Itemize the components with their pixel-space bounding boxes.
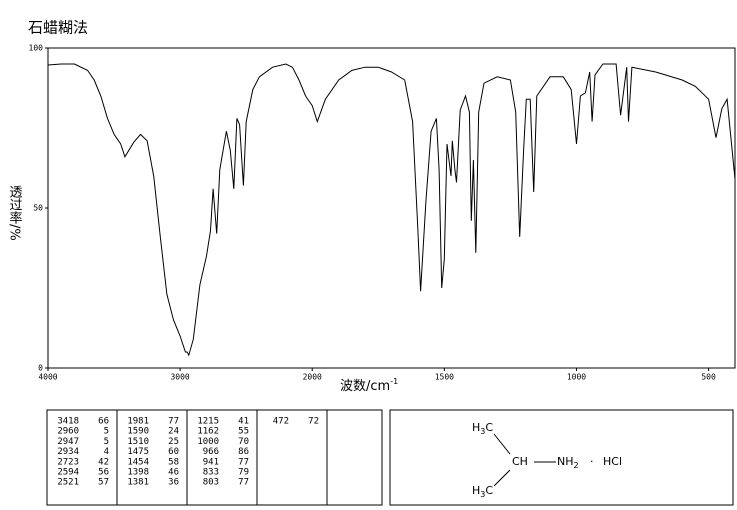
peak-wavenumber: 1000 (197, 437, 219, 447)
y-tick-label: 0 (38, 364, 43, 373)
x-tick-label: 1500 (435, 373, 454, 382)
peak-wavenumber: 2934 (57, 447, 79, 457)
peak-transmittance: 60 (168, 447, 179, 457)
peak-transmittance: 25 (168, 437, 179, 447)
peak-wavenumber: 1162 (197, 427, 219, 437)
y-tick-label: 50 (33, 204, 43, 213)
y-tick-label: 100 (29, 44, 44, 53)
peak-transmittance: 57 (98, 478, 109, 488)
peak-transmittance: 66 (98, 417, 109, 427)
peak-transmittance: 86 (238, 447, 249, 457)
spectrum-line (47, 63, 736, 357)
peak-wavenumber: 1381 (127, 478, 149, 488)
peak-transmittance: 77 (168, 417, 179, 427)
peak-transmittance: 77 (238, 478, 249, 488)
peak-transmittance: 5 (104, 427, 109, 437)
peak-transmittance: 56 (98, 468, 109, 478)
salt-dot: · (590, 455, 594, 468)
peak-wavenumber: 1475 (127, 447, 149, 457)
plot-frame (47, 47, 736, 369)
chart-title: 石蜡糊法 (28, 19, 88, 37)
peak-transmittance: 79 (238, 468, 249, 478)
peak-wavenumber: 2960 (57, 427, 79, 437)
peak-transmittance: 70 (238, 437, 249, 447)
methyl-top: H3C (472, 421, 493, 436)
peak-wavenumber: 833 (203, 468, 219, 478)
peak-wavenumber: 1981 (127, 417, 149, 427)
peak-transmittance: 36 (168, 478, 179, 488)
structure-box (389, 409, 734, 506)
x-tick-label: 3000 (170, 373, 189, 382)
peak-wavenumber: 966 (203, 447, 219, 457)
y-axis-label: 透过率/% (7, 185, 23, 241)
peak-transmittance: 55 (238, 427, 249, 437)
peak-wavenumber: 1398 (127, 468, 149, 478)
peak-transmittance: 5 (104, 437, 109, 447)
x-axis-label: 波数/cm-1 (340, 377, 398, 394)
peak-wavenumber: 941 (203, 457, 219, 467)
peak-wavenumber: 1454 (127, 457, 149, 467)
methine: CH (512, 455, 528, 468)
peak-wavenumber: 3418 (57, 417, 79, 427)
peak-transmittance: 42 (98, 457, 109, 467)
peak-transmittance: 77 (238, 457, 249, 467)
peak-wavenumber: 472 (273, 417, 289, 427)
methyl-bottom: H3C (472, 484, 493, 499)
peak-wavenumber: 2947 (57, 437, 79, 447)
peak-transmittance: 4 (104, 447, 109, 457)
hcl: HCl (603, 455, 622, 468)
peak-wavenumber: 2521 (57, 478, 79, 488)
x-tick-label: 1000 (567, 373, 586, 382)
x-tick-label: 500 (701, 373, 716, 382)
peak-transmittance: 41 (238, 417, 249, 427)
peak-transmittance: 24 (168, 427, 179, 437)
peak-transmittance: 46 (168, 468, 179, 478)
peak-wavenumber: 1590 (127, 427, 149, 437)
structure-bonds (493, 433, 556, 487)
amine: NH2 (557, 455, 579, 470)
peak-transmittance: 58 (168, 457, 179, 467)
x-tick-label: 2000 (303, 373, 322, 382)
peak-wavenumber: 2594 (57, 468, 79, 478)
peak-wavenumber: 2723 (57, 457, 79, 467)
peak-wavenumber: 803 (203, 478, 219, 488)
x-tick-label: 4000 (38, 373, 57, 382)
peak-wavenumber: 1510 (127, 437, 149, 447)
peak-transmittance: 72 (308, 417, 319, 427)
peak-wavenumber: 1215 (197, 417, 219, 427)
peak-table-box (46, 409, 383, 506)
